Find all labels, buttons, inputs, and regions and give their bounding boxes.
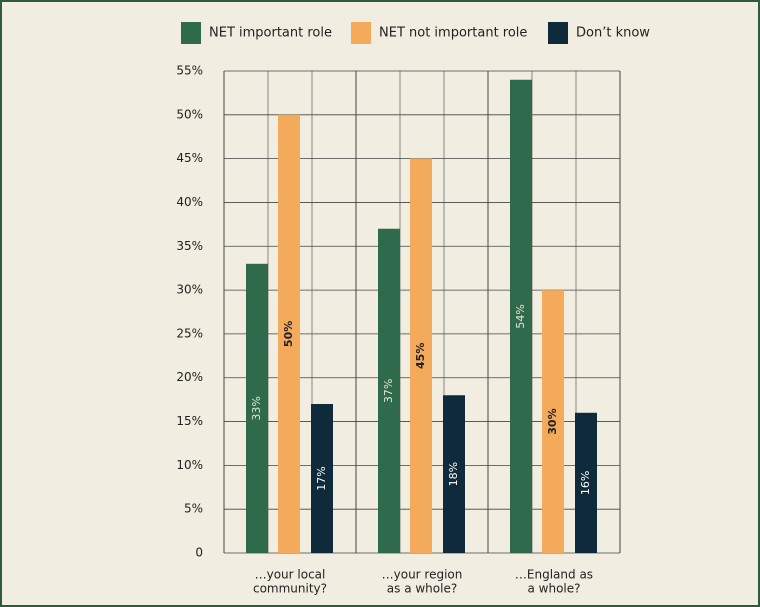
y-tick-label: 40%	[176, 195, 203, 209]
bar	[378, 228, 400, 553]
y-tick-label: 0	[195, 546, 203, 560]
bar	[575, 412, 597, 553]
data-label: 45%	[414, 343, 427, 369]
x-tick-label: …your local	[255, 568, 326, 582]
legend: NET important role NET not important role…	[181, 22, 650, 44]
y-tick-label: 50%	[176, 107, 203, 121]
y-tick-label: 45%	[176, 151, 203, 165]
bar	[311, 404, 333, 553]
legend-swatch	[351, 22, 371, 44]
bar	[246, 263, 268, 553]
data-label: 16%	[579, 471, 592, 495]
legend-swatch	[548, 22, 568, 44]
data-label: 54%	[514, 304, 527, 328]
data-label: 17%	[315, 466, 328, 490]
y-tick-label: 20%	[176, 370, 203, 384]
y-tick-label: 25%	[176, 326, 203, 340]
y-tick-label: 10%	[176, 458, 203, 472]
legend-label: NET not important role	[379, 26, 527, 41]
y-tick-label: 15%	[176, 414, 203, 428]
y-tick-label: 55%	[176, 64, 203, 78]
bar	[278, 114, 300, 554]
data-label: 33%	[250, 396, 263, 420]
y-tick-label: 5%	[184, 502, 203, 516]
data-label: 50%	[282, 321, 295, 347]
x-tick-label: …your region	[382, 568, 463, 582]
y-tick-label: 35%	[176, 239, 203, 253]
data-label: 37%	[382, 379, 395, 403]
data-label: 18%	[447, 462, 460, 486]
bar	[443, 395, 465, 553]
x-tick-label: as a whole?	[387, 582, 457, 596]
legend-label: Don’t know	[576, 26, 650, 41]
data-label: 30%	[546, 408, 559, 434]
legend-label: NET important role	[209, 26, 332, 41]
bar	[410, 158, 432, 554]
x-tick-label: …England as	[515, 568, 593, 582]
y-tick-label: 30%	[176, 283, 203, 297]
x-tick-label: a whole?	[527, 582, 580, 596]
legend-swatch	[181, 22, 201, 44]
bar	[510, 79, 532, 553]
bar	[542, 290, 564, 553]
x-tick-label: community?	[253, 582, 327, 596]
